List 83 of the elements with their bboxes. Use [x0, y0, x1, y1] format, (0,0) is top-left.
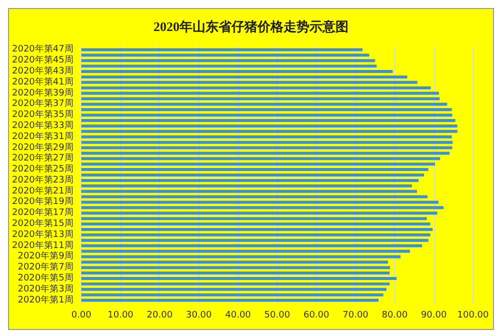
- bar: [81, 135, 452, 138]
- bar: [81, 124, 458, 128]
- y-tick-label: 2020年第11周: [12, 240, 74, 251]
- y-tick-label: 2020年第3周: [18, 283, 74, 294]
- y-tick-label: 2020年第45周: [12, 54, 74, 66]
- y-tick-label: 2020年第25周: [12, 164, 74, 175]
- bar: [81, 168, 428, 172]
- x-tick-label: 30.00: [186, 310, 212, 320]
- bar: [81, 217, 427, 220]
- bar: [81, 80, 418, 84]
- bar: [81, 174, 424, 176]
- y-tick-label: 2020年第5周: [18, 272, 74, 284]
- x-tick-label: 50.00: [264, 310, 290, 320]
- y-tick-label: 2020年第19周: [12, 196, 74, 208]
- y-tick-label: 2020年第37周: [12, 98, 74, 110]
- y-tick-label: 2020年第43周: [12, 66, 74, 77]
- x-tick-label: 80.00: [382, 310, 408, 320]
- x-tick-label: 70.00: [342, 310, 369, 320]
- bar: [81, 266, 390, 270]
- y-tick-label: 2020年第1周: [18, 294, 74, 306]
- x-tick-label: 100.00: [457, 310, 490, 320]
- y-tick-label: 2020年第15周: [12, 218, 74, 230]
- bar: [81, 298, 379, 302]
- y-tick-label: 2020年第39周: [12, 87, 74, 98]
- bar: [81, 59, 376, 62]
- bar: [81, 206, 444, 210]
- bar: [81, 75, 408, 78]
- y-tick-label: 2020年第13周: [12, 228, 74, 240]
- y-tick-label: 2020年第29周: [12, 142, 74, 153]
- bar: [81, 48, 363, 52]
- bar: [81, 64, 377, 68]
- bar: [81, 255, 401, 258]
- bar: [81, 293, 384, 296]
- bar: [81, 102, 448, 106]
- y-tick-label: 2020年第27周: [12, 152, 74, 164]
- y-tick-label: 2020年第41周: [12, 76, 74, 88]
- bar: [81, 282, 390, 286]
- bar: [81, 119, 456, 122]
- y-tick-label: 2020年第35周: [12, 109, 74, 120]
- y-tick-label: 2020年第31周: [12, 130, 74, 142]
- chart-title: 2020年山东省仔猪价格走势示意图: [154, 19, 348, 34]
- bar: [81, 146, 452, 150]
- bar: [81, 238, 428, 242]
- bar: [81, 92, 439, 95]
- bar: [81, 272, 390, 275]
- bar: [81, 114, 452, 117]
- y-tick-label: 2020年第33周: [12, 120, 74, 131]
- bar: [81, 162, 436, 166]
- bar: [81, 54, 370, 57]
- bar: [81, 86, 431, 90]
- bar: [81, 228, 433, 231]
- bar: [81, 190, 417, 193]
- x-tick-label: 20.00: [146, 310, 173, 320]
- x-tick-label: 0.00: [71, 310, 92, 320]
- bar: [81, 233, 430, 236]
- bar: [81, 157, 440, 160]
- y-tick-label: 2020年第47周: [12, 44, 74, 55]
- y-tick-label: 2020年第7周: [18, 262, 74, 273]
- bar: [81, 184, 412, 188]
- x-tick-label: 40.00: [225, 310, 252, 320]
- bar: [81, 200, 439, 204]
- y-tick-label: 2020年第9周: [18, 250, 74, 262]
- bar: [81, 244, 422, 248]
- bar: [81, 250, 410, 253]
- bar: [81, 288, 386, 291]
- bar: [81, 178, 419, 182]
- y-tick-label: 2020年第23周: [12, 174, 74, 186]
- bar: [81, 70, 393, 74]
- bar: [81, 140, 453, 144]
- bar: [81, 130, 458, 133]
- bar: [81, 108, 452, 112]
- bar: [81, 152, 450, 155]
- bar: [81, 260, 388, 264]
- x-tick-label: 60.00: [303, 310, 330, 320]
- x-tick-label: 10.00: [108, 310, 134, 320]
- y-tick-label: 2020年第21周: [12, 185, 74, 196]
- bar: [81, 212, 438, 215]
- bar: [81, 276, 397, 280]
- x-tick-label: 90.00: [420, 310, 447, 320]
- bar: [81, 195, 428, 198]
- y-tick-label: 2020年第17周: [12, 207, 74, 218]
- bar: [81, 222, 430, 226]
- bar: [81, 97, 440, 100]
